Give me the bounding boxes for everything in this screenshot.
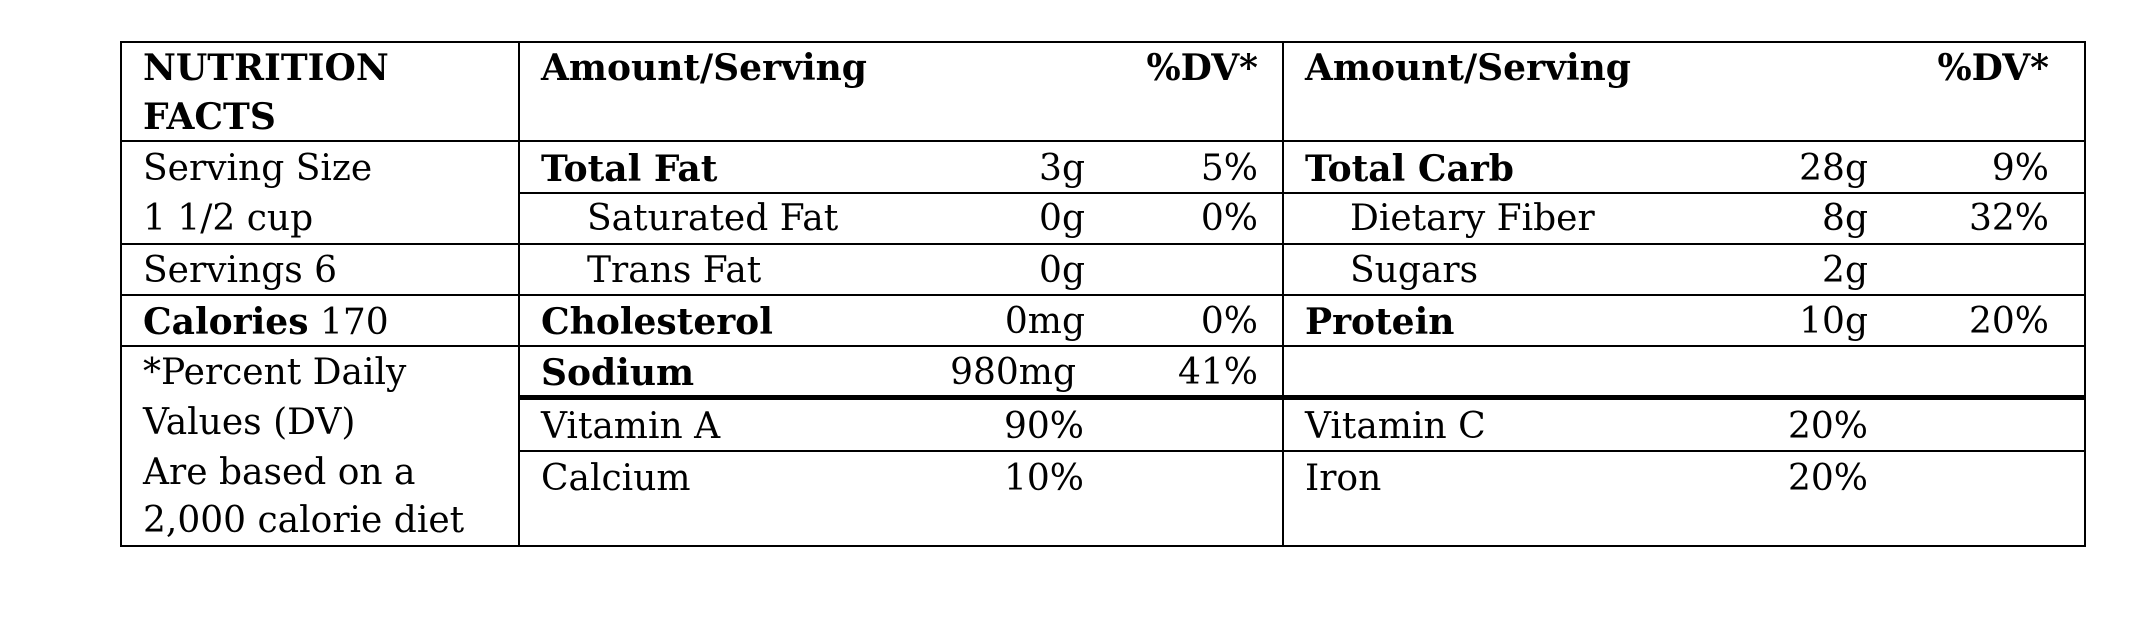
- nutrient-name: Total Fat: [541, 148, 718, 190]
- nutrient-name: Dietary Fiber: [1350, 198, 1595, 239]
- calories-label: Calories: [143, 301, 309, 343]
- nutrient-dv: 9%: [1991, 148, 2049, 189]
- vitamin-name: Calcium: [541, 458, 691, 499]
- nutrient-dv: 41%: [1177, 352, 1258, 393]
- calories-value: 170: [319, 302, 389, 343]
- vitamin-name: Vitamin A: [541, 406, 721, 447]
- nutrient-amount: 28g: [1799, 148, 1868, 189]
- serving-size-value: 1 1/2 cup: [143, 198, 314, 239]
- nutrient-name: Cholesterol: [541, 301, 773, 343]
- vitamin-name: Vitamin C: [1305, 406, 1486, 447]
- title-line-1: NUTRITION: [143, 47, 389, 89]
- thick-row-divider: [518, 395, 2086, 400]
- serving-size-label: Serving Size: [143, 148, 373, 189]
- amount-serving-header-left: Amount/Serving: [541, 47, 867, 89]
- servings: Servings 6: [143, 250, 338, 291]
- vitamin-value: 20%: [1787, 458, 1868, 499]
- nutrient-dv: 5%: [1200, 148, 1258, 189]
- nutrient-dv: 32%: [1968, 198, 2049, 239]
- nutrient-name: Trans Fat: [587, 250, 762, 291]
- vitamin-name: Iron: [1305, 458, 1382, 499]
- nutrient-dv: 20%: [1968, 301, 2049, 342]
- row-divider: [518, 345, 2086, 347]
- footnote-line: Are based on a: [143, 452, 416, 493]
- nutrient-amount: 2g: [1822, 250, 1868, 291]
- vitamin-value: 90%: [1003, 406, 1084, 447]
- amount-serving-header-right: Amount/Serving: [1305, 47, 1631, 89]
- nutrient-name: Sugars: [1350, 250, 1479, 291]
- footnote-line: 2,000 calorie diet: [143, 500, 465, 541]
- row-divider: [518, 140, 2086, 142]
- nutrient-name: Protein: [1305, 301, 1455, 343]
- row-divider: [120, 345, 518, 347]
- vitamin-value: 10%: [1003, 458, 1084, 499]
- row-divider: [120, 140, 518, 142]
- title-line-2: FACTS: [143, 96, 276, 138]
- row-divider: [120, 294, 518, 296]
- nutrient-name: Saturated Fat: [587, 198, 839, 239]
- nutrient-name: Sodium: [541, 352, 695, 394]
- row-divider: [518, 192, 2086, 194]
- nutrient-amount: 980mg: [950, 352, 1076, 393]
- nutrient-dv: 0%: [1200, 198, 1258, 239]
- footnote-line: Values (DV): [143, 402, 356, 443]
- row-divider: [518, 243, 2086, 245]
- row-divider: [518, 450, 2086, 452]
- nutrient-amount: 0mg: [1004, 301, 1085, 342]
- nutrient-dv: 0%: [1200, 301, 1258, 342]
- nutrient-amount: 0g: [1039, 250, 1085, 291]
- nutrient-amount: 10g: [1799, 301, 1868, 342]
- vitamin-value: 20%: [1787, 406, 1868, 447]
- nutrient-amount: 0g: [1039, 198, 1085, 239]
- row-divider: [518, 294, 2086, 296]
- nutrient-amount: 3g: [1039, 148, 1085, 189]
- dv-header-right: %DV*: [1937, 47, 2049, 89]
- row-divider: [120, 243, 518, 245]
- calories-row: Calories 170: [143, 298, 389, 347]
- nutrient-name: Total Carb: [1305, 148, 1514, 190]
- dv-header-left: %DV*: [1146, 47, 1258, 89]
- footnote-line: *Percent Daily: [143, 352, 407, 393]
- nutrient-amount: 8g: [1822, 198, 1868, 239]
